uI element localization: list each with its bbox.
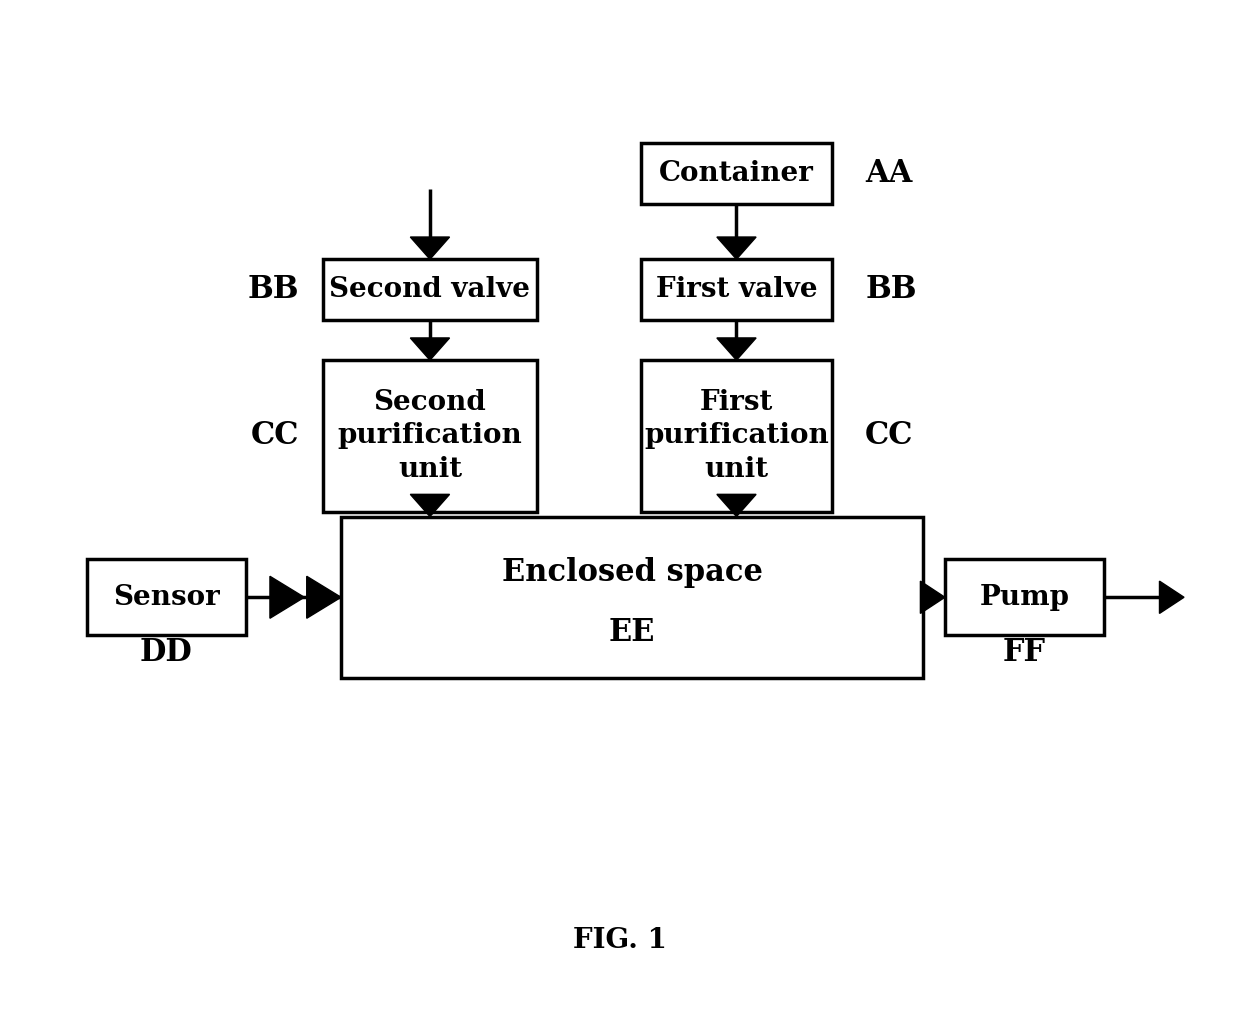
- Text: FIG. 1: FIG. 1: [573, 927, 667, 953]
- Text: FF: FF: [1003, 637, 1047, 668]
- Polygon shape: [717, 237, 756, 259]
- Polygon shape: [306, 576, 341, 618]
- Text: Pump: Pump: [980, 584, 1070, 611]
- Text: Second
purification
unit: Second purification unit: [337, 389, 522, 483]
- Bar: [341, 517, 924, 678]
- Polygon shape: [1159, 581, 1184, 614]
- Bar: [322, 360, 537, 512]
- Text: First
purification
unit: First purification unit: [644, 389, 828, 483]
- Text: AA: AA: [866, 158, 913, 189]
- Text: CC: CC: [250, 420, 299, 451]
- Bar: [641, 143, 832, 204]
- Text: BB: BB: [866, 274, 916, 305]
- Polygon shape: [717, 494, 756, 517]
- Text: Container: Container: [658, 160, 813, 187]
- Text: EE: EE: [609, 617, 656, 649]
- Polygon shape: [410, 338, 450, 360]
- Bar: [641, 360, 832, 512]
- Text: Second valve: Second valve: [330, 276, 531, 303]
- Polygon shape: [717, 338, 756, 360]
- Text: DD: DD: [140, 637, 192, 668]
- Bar: [87, 560, 246, 635]
- Bar: [322, 259, 537, 320]
- Polygon shape: [920, 581, 945, 614]
- Polygon shape: [270, 576, 304, 618]
- Text: First valve: First valve: [656, 276, 817, 303]
- Text: BB: BB: [247, 274, 299, 305]
- Text: CC: CC: [866, 420, 914, 451]
- Text: Enclosed space: Enclosed space: [502, 557, 763, 587]
- Polygon shape: [410, 494, 450, 517]
- Bar: [641, 259, 832, 320]
- Polygon shape: [410, 237, 450, 259]
- Bar: [945, 560, 1105, 635]
- Text: Sensor: Sensor: [113, 584, 219, 611]
